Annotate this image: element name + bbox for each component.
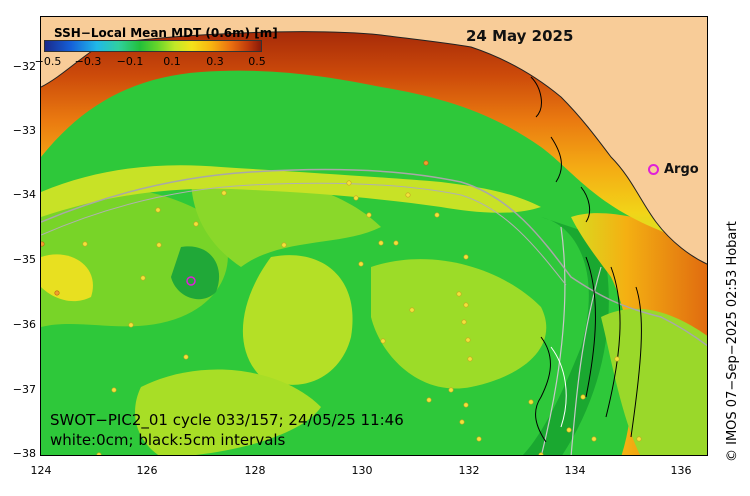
- ssh-region-green-southeast: [601, 308, 707, 455]
- ssh-region-yellowgreen-center: [242, 255, 353, 385]
- swath-black-contour-west: [535, 336, 551, 443]
- lon-label: 132: [458, 464, 480, 477]
- coastline-detail: [530, 76, 591, 223]
- info-line-contours: white:0cm; black:5cm intervals: [50, 431, 286, 449]
- lon-label: 124: [30, 464, 52, 477]
- colorbar-title: SSH−Local Mean MDT (0.6m) [m]: [54, 26, 278, 40]
- ssh-region-yellowgreen-south: [135, 369, 321, 455]
- swath-edge-left: [540, 226, 566, 455]
- lat-label: −38: [12, 447, 36, 460]
- swath-white-contour: [550, 346, 567, 428]
- info-line-cycle: SWOT−PIC2_01 cycle 033/157; 24/05/25 11:…: [50, 411, 404, 429]
- shelf-contour: [41, 168, 707, 347]
- credit-text: © IMOS 07−Sep−2025 02:53 Hobart: [725, 221, 740, 462]
- colorbar-tick: 0.5: [248, 55, 266, 68]
- colorbar-tick: −0.5: [34, 55, 62, 68]
- lat-label: −32: [12, 60, 36, 73]
- map-panel: [40, 16, 708, 456]
- ssh-region-lightgreen-east: [371, 259, 547, 389]
- lon-label: 136: [670, 464, 692, 477]
- map-canvas: [41, 17, 707, 455]
- lat-label: −36: [12, 318, 36, 331]
- colorbar-tick: −0.1: [116, 55, 144, 68]
- colorbar: [44, 40, 262, 52]
- coastline: [41, 31, 707, 265]
- lat-label: −35: [12, 253, 36, 266]
- lon-label: 130: [351, 464, 373, 477]
- ssh-eddy-darkgreen: [171, 246, 220, 300]
- colorbar-tick: 0.3: [206, 55, 224, 68]
- swath-black-contours: [585, 256, 642, 438]
- ssh-region-band-edge: [41, 165, 541, 217]
- argo-float-dots: [41, 160, 642, 455]
- argo-highlight-marker[interactable]: [186, 276, 196, 286]
- argo-legend-marker: [648, 164, 659, 175]
- lon-label: 134: [564, 464, 586, 477]
- lon-label: 128: [244, 464, 266, 477]
- land-area: [41, 17, 707, 265]
- colorbar-tick: 0.1: [163, 55, 181, 68]
- lat-label: −37: [12, 383, 36, 396]
- argo-legend-label: Argo: [664, 162, 699, 177]
- lon-label: 126: [136, 464, 158, 477]
- ssh-region-yellow-west: [41, 254, 93, 302]
- ssh-region-lightgreen-north: [191, 174, 381, 267]
- ssh-region-darkgreen-swath: [522, 217, 609, 455]
- colorbar-tick: −0.3: [74, 55, 102, 68]
- lat-label: −34: [12, 188, 36, 201]
- argo-float-dots-orange: [41, 160, 429, 296]
- shelf-contour-inner: [41, 182, 567, 286]
- lat-label: −33: [12, 124, 36, 137]
- map-date: 24 May 2025: [466, 27, 574, 45]
